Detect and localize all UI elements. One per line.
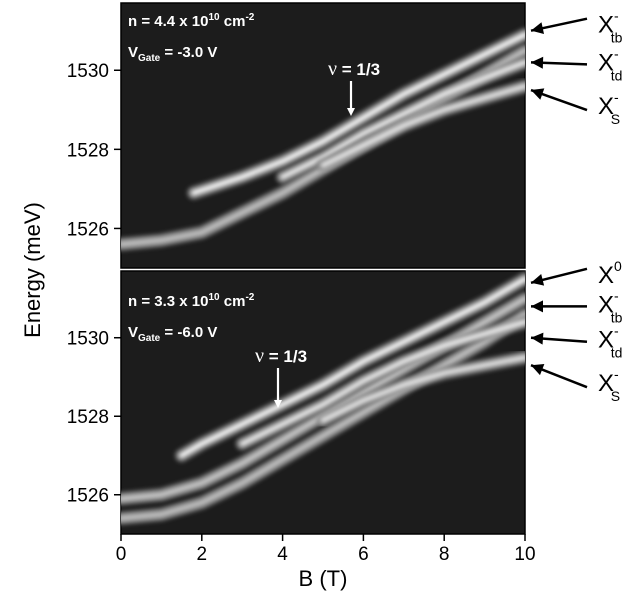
nu-symbol: ν: [255, 345, 264, 367]
x-tick-label: 4: [277, 544, 288, 565]
filling-marker-top: ν = 1/3: [328, 58, 380, 116]
svg-text:n = 4.4 x 1010 cm-2: n = 4.4 x 1010 cm-2: [128, 12, 255, 30]
panel-bottom-traces: [121, 272, 525, 525]
trace-4: [320, 354, 525, 423]
y-tick-label: 1530: [67, 61, 109, 82]
density-exponent: 10: [208, 292, 220, 303]
peak-arrowhead: [531, 56, 544, 69]
gate-subscript: Gate: [138, 53, 161, 64]
trace-2: [280, 59, 525, 180]
density-exponent: 10: [208, 12, 220, 23]
peak-arrowhead: [531, 88, 545, 100]
panel-bottom-annotation: n = 3.3 x 1010 cm-2 VGate = -6.0 V: [128, 292, 255, 344]
x-tick-label: 6: [358, 544, 369, 565]
peak-label: X0: [598, 258, 622, 289]
peak-arrowhead: [531, 300, 543, 313]
density-prefix: n = 3.3 x 10: [128, 293, 208, 310]
y-tick-label: 1530: [67, 329, 109, 350]
panel-bottom-ticks: 1526 1528 1530 0 2 4 6 8 10: [67, 329, 536, 565]
x-axis-label: B (T): [299, 566, 348, 591]
y-axis-label: Energy (meV): [20, 202, 45, 338]
panel-top-annotation: n = 4.4 x 1010 cm-2 VGate = -3.0 V: [128, 12, 255, 64]
y-tick-label: 1526: [67, 486, 109, 507]
trace-3: [320, 83, 525, 168]
x-tick-label: 8: [439, 544, 450, 565]
svg-text:ν = 1/3: ν = 1/3: [328, 58, 380, 80]
gate-subscript: Gate: [138, 333, 161, 344]
density-unit-exponent: -2: [245, 292, 254, 303]
peak-label: X-td: [598, 323, 622, 361]
density-unit-exponent: -2: [245, 12, 254, 23]
peak-label: X-S: [598, 366, 620, 404]
peak-label: X-S: [598, 89, 620, 127]
density-unit: cm: [220, 13, 246, 30]
gate-value: = -3.0 V: [160, 44, 217, 61]
panel-top: 1526 1528 1530 n = 4.4 x 1010 cm-2 VGate =…: [67, 2, 526, 269]
x-tick-label: 10: [514, 544, 535, 565]
density-prefix: n = 4.4 x 10: [128, 13, 208, 30]
trace-1: [191, 32, 525, 196]
gate-symbol: V: [128, 324, 138, 341]
peak-label: X-tb: [598, 287, 623, 325]
nu-value: = 1/3: [264, 347, 307, 366]
nu-symbol: ν: [328, 58, 337, 80]
peak-arrowhead: [531, 22, 544, 35]
trace-3: [239, 319, 525, 447]
gate-symbol: V: [128, 44, 138, 61]
peak-arrowhead: [531, 332, 544, 345]
filling-marker-bottom: ν = 1/3: [255, 345, 307, 408]
y-tick-label: 1526: [67, 219, 109, 240]
x-tick-label: 2: [197, 544, 208, 565]
gate-value: = -6.0 V: [160, 324, 217, 341]
svg-text:VGate = -6.0 V: VGate = -6.0 V: [128, 324, 217, 344]
panel-bottom: 1526 1528 1530 0 2 4 6 8 10 n = 3.3 x 1010 cm-2 …: [67, 270, 536, 565]
nu-value: = 1/3: [337, 60, 380, 79]
svg-text:VGate = -3.0 V: VGate = -3.0 V: [128, 44, 217, 64]
y-tick-label: 1528: [67, 407, 109, 428]
svg-text:ν = 1/3: ν = 1/3: [255, 345, 307, 367]
svg-text:n = 3.3 x 1010 cm-2: n = 3.3 x 1010 cm-2: [128, 292, 255, 310]
x-tick-label: 0: [116, 544, 127, 565]
panel-top-ticks: 1526 1528 1530: [67, 61, 121, 240]
trace-0: [121, 311, 525, 521]
trace-2: [179, 276, 525, 458]
density-unit: cm: [220, 293, 246, 310]
y-tick-label: 1528: [67, 140, 109, 161]
peak-label: X-td: [598, 45, 622, 83]
peak-label: X-tb: [598, 8, 623, 46]
peak-arrowhead: [531, 274, 545, 286]
panel-top-traces: [121, 28, 525, 251]
peak-arrowhead: [531, 364, 545, 376]
